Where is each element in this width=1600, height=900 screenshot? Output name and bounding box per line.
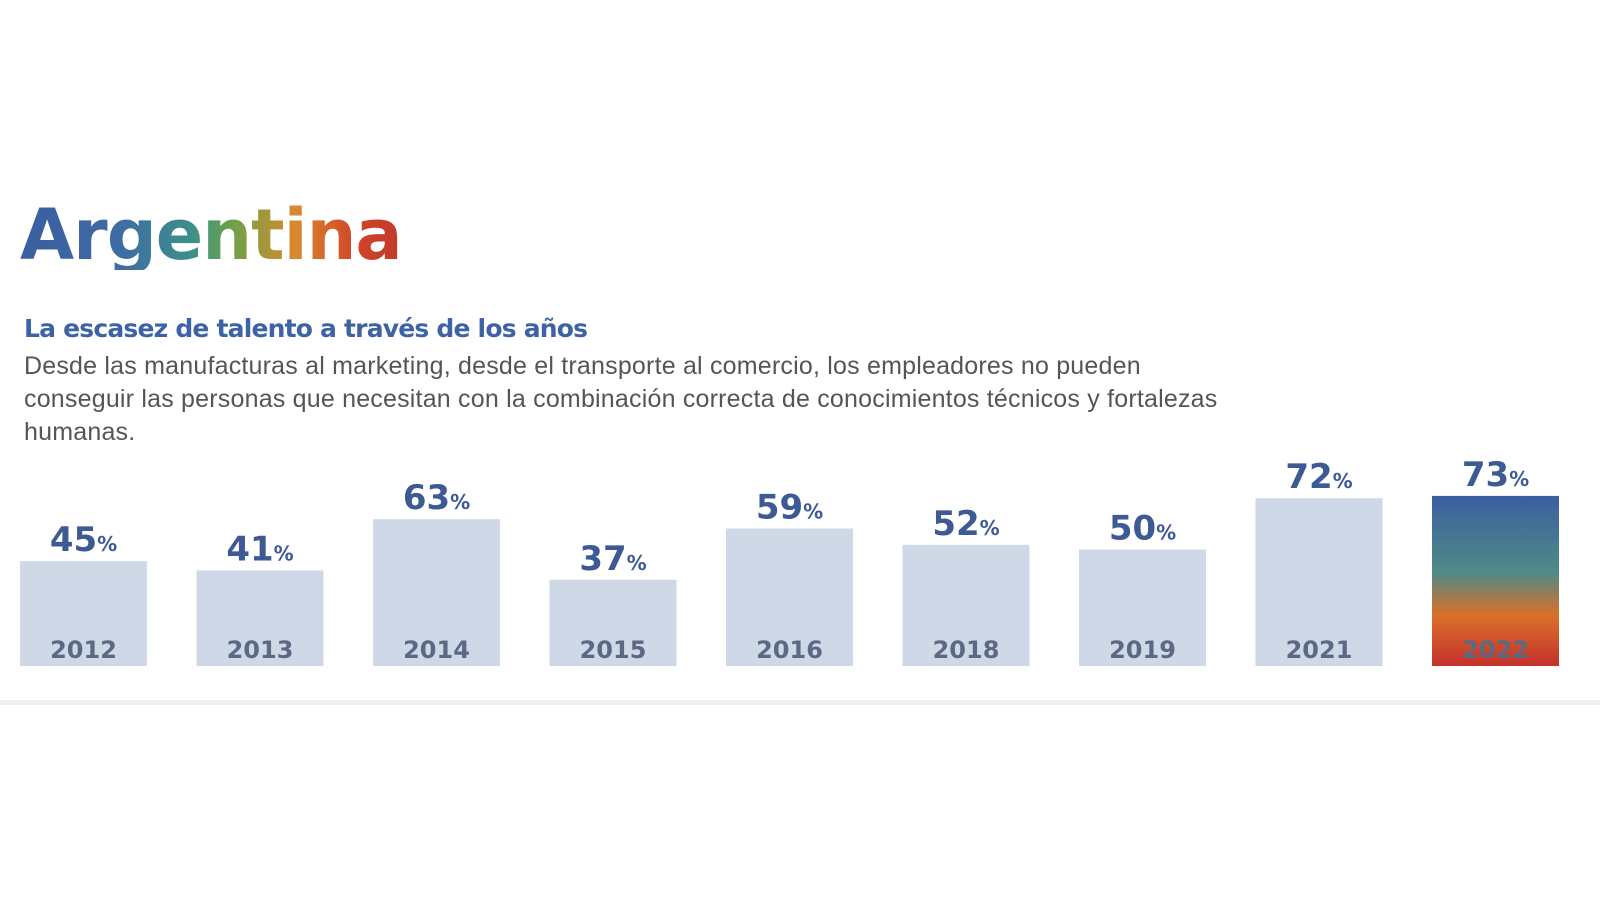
bar-2021 [1255, 498, 1383, 666]
bar-2022 [1432, 495, 1559, 666]
year-label-2022: 2022 [1462, 636, 1529, 664]
bar-2014 [373, 519, 500, 666]
value-label-2021: 72% [1285, 457, 1352, 497]
bar-2018 [902, 544, 1030, 666]
value-label-2014: 63% [403, 478, 470, 518]
value-label-2022: 73% [1462, 455, 1529, 495]
year-label-2015: 2015 [580, 636, 647, 664]
year-label-2016: 2016 [756, 636, 823, 664]
year-label-2019: 2019 [1109, 636, 1176, 664]
value-label-2018: 52% [932, 504, 999, 544]
bar-2016 [726, 528, 853, 666]
year-label-2012: 2012 [50, 636, 117, 664]
bar-2012 [20, 561, 147, 666]
value-label-2015: 37% [579, 539, 646, 579]
year-label-2013: 2013 [227, 636, 294, 664]
value-label-2012: 45% [50, 520, 117, 560]
page-title: Argentina [20, 194, 403, 276]
chart-subtitle: La escasez de talento a través de los añ… [24, 314, 588, 343]
value-label-2013: 41% [226, 529, 293, 569]
bottom-divider [0, 700, 1600, 705]
bar-2015 [549, 579, 677, 666]
bar-chart: 45% 2012 41% 2013 63% 2014 37% 2015 59% 2016 52% 20… [20, 455, 1559, 666]
chart-description: Desde las manufacturas al marketing, des… [24, 352, 1218, 446]
value-label-2016: 59% [756, 488, 823, 528]
bar-2019 [1079, 549, 1206, 666]
year-label-2014: 2014 [403, 636, 470, 664]
bar-2013 [196, 570, 324, 666]
year-label-2018: 2018 [933, 636, 1000, 664]
value-label-2019: 50% [1109, 509, 1176, 549]
year-label-2021: 2021 [1286, 636, 1353, 664]
